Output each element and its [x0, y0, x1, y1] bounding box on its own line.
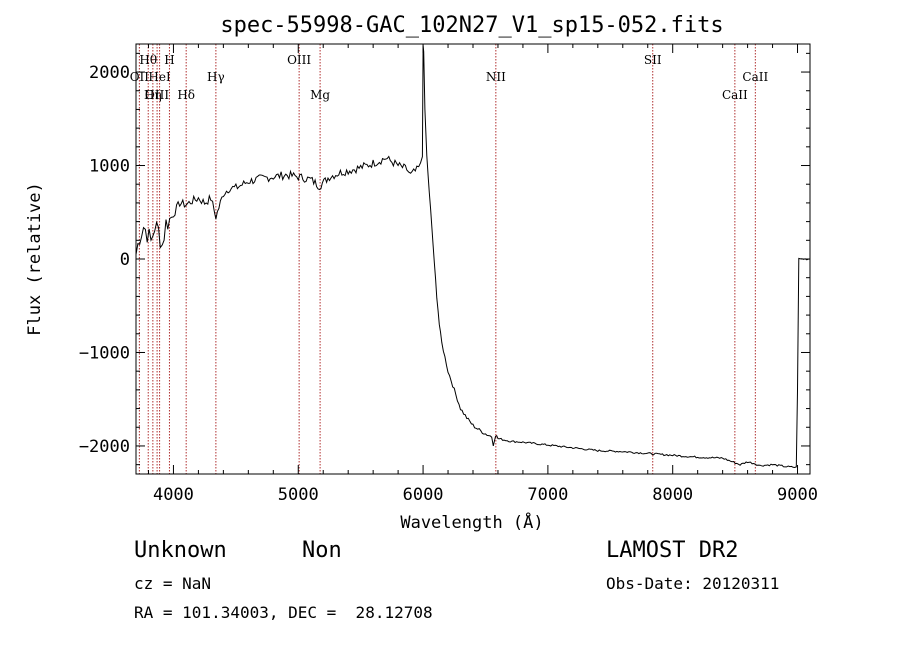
spectral-line-label: Hδ [177, 88, 195, 102]
plot-frame [135, 43, 811, 475]
spectral-line-label: Hη [144, 88, 162, 102]
spectral-line-label: SII [644, 53, 662, 67]
x-tick-label: 6000 [403, 485, 444, 505]
spectral-line-label: OIII [145, 88, 169, 102]
spectral-line-label: CaII [722, 88, 748, 102]
object-subclass: Non [302, 538, 342, 563]
ra-dec: RA = 101.34003, DEC = 28.12708 [134, 603, 433, 622]
y-tick-label: −1000 [79, 343, 130, 363]
spectral-line-label: Mg [310, 88, 330, 102]
spectral-line-label: CaII [742, 70, 768, 84]
x-tick-label: 4000 [153, 485, 194, 505]
y-axis-label: Flux (relative) [25, 182, 45, 336]
axis-ticks: 4000 5000 6000 7000 8000 9000 −2000 −1000 0 1000 2… [79, 44, 818, 505]
y-tick-label: 1000 [89, 157, 130, 177]
x-tick-label: 8000 [652, 485, 693, 505]
spectral-line-label: OIII [287, 53, 311, 67]
x-tick-label: 7000 [527, 485, 568, 505]
x-tick-label: 5000 [278, 485, 319, 505]
spectral-line-label: NII [486, 70, 506, 84]
x-axis-label: Wavelength (Å) [400, 511, 543, 533]
y-tick-label: 2000 [89, 63, 130, 83]
spectral-line-label: HeI [148, 70, 171, 84]
spectral-line-label: H [164, 53, 174, 67]
spectrum-series-line [135, 45, 811, 469]
redshift-cz: cz = NaN [134, 574, 212, 593]
y-tick-label: −2000 [79, 437, 130, 457]
y-tick-label: 0 [120, 250, 130, 270]
spectral-line-label: OII [130, 70, 150, 84]
spectral-line-label: Hγ [207, 70, 225, 84]
observation-date: Obs-Date: 20120311 [606, 574, 780, 593]
object-class: Unknown [134, 538, 227, 563]
spectral-line-label: Hθ [139, 53, 157, 67]
survey-name: LAMOST DR2 [606, 538, 739, 563]
x-tick-label: 9000 [777, 485, 818, 505]
chart-title: spec-55998-GAC_102N27_V1_sp15-052.fits [220, 13, 723, 38]
